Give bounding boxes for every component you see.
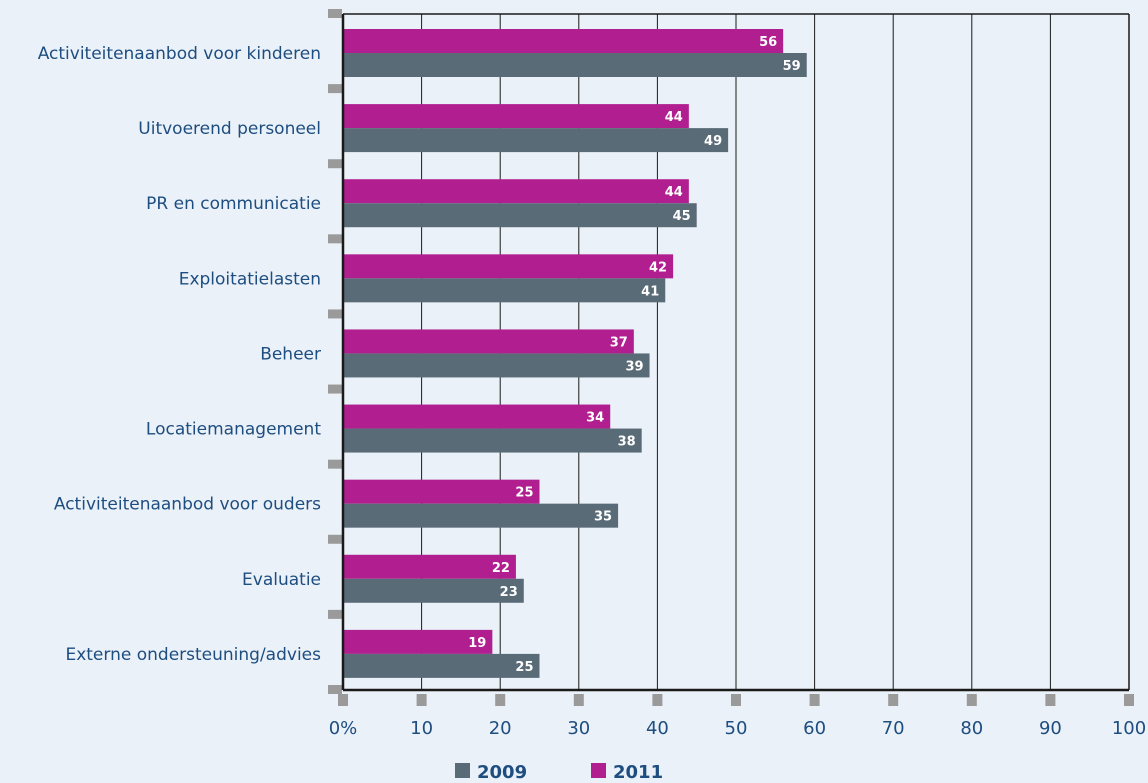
y-tick-mark bbox=[328, 534, 342, 544]
x-tick-mark bbox=[809, 694, 820, 706]
legend-label-2009: 2009 bbox=[477, 762, 527, 783]
x-tick-mark bbox=[888, 694, 899, 706]
legend-swatch-2011 bbox=[591, 763, 606, 778]
category-label: Externe ondersteuning/advies bbox=[65, 645, 321, 665]
bars: 56 59 44 49 44 45 42 41 37 39 34 38 25 35 22 23 19 25 bbox=[343, 29, 807, 678]
x-tick-label: 20 bbox=[489, 718, 512, 739]
bar-value-label: 25 bbox=[515, 486, 533, 501]
x-tick-labels: 0% 10 20 30 40 50 60 70 80 90 100 bbox=[329, 718, 1146, 739]
bar-2009 bbox=[343, 53, 807, 77]
y-tick-mark bbox=[328, 309, 342, 319]
category-label: Uitvoerend personeel bbox=[138, 119, 321, 139]
x-tick-label: 0% bbox=[329, 718, 358, 739]
bar-value-label: 37 bbox=[610, 335, 628, 350]
x-tick-mark bbox=[1124, 694, 1134, 706]
bar-value-label: 25 bbox=[515, 660, 533, 675]
category-label: Activiteitenaanbod voor kinderen bbox=[38, 44, 321, 64]
bar-2009 bbox=[343, 428, 642, 453]
bar-value-label: 38 bbox=[618, 435, 636, 450]
bar-value-label: 34 bbox=[586, 411, 604, 426]
x-tick-mark bbox=[495, 694, 506, 706]
x-tick-mark bbox=[573, 694, 584, 706]
y-tick-mark bbox=[328, 234, 342, 244]
category-label: Evaluatie bbox=[242, 570, 321, 590]
x-tick-mark bbox=[416, 694, 427, 706]
bar-value-label: 56 bbox=[759, 35, 777, 50]
y-tick-mark bbox=[328, 685, 342, 694]
category-labels: Activiteitenaanbod voor kinderen Uitvoere… bbox=[38, 44, 322, 665]
bar-2011 bbox=[343, 479, 540, 504]
x-tick-label: 30 bbox=[567, 718, 590, 739]
bar-2011 bbox=[343, 104, 689, 129]
bar-value-label: 39 bbox=[625, 359, 643, 374]
bar-2011 bbox=[343, 554, 516, 579]
x-tick-label: 80 bbox=[960, 718, 983, 739]
bar-2011 bbox=[343, 404, 611, 429]
bar-value-label: 44 bbox=[665, 185, 683, 200]
bar-value-label: 19 bbox=[468, 636, 486, 651]
bar-2009 bbox=[343, 203, 697, 228]
x-tick-mark bbox=[338, 694, 348, 706]
category-label: Exploitatielasten bbox=[179, 269, 321, 289]
bar-value-label: 44 bbox=[665, 110, 683, 125]
x-tick-mark bbox=[966, 694, 977, 706]
bar-value-label: 23 bbox=[500, 585, 518, 600]
category-label: PR en communicatie bbox=[146, 194, 321, 214]
legend: 2009 2011 bbox=[455, 762, 663, 783]
bar-2011 bbox=[343, 629, 493, 654]
y-tick-mark bbox=[328, 609, 342, 619]
x-tick-label: 50 bbox=[725, 718, 748, 739]
x-tick-mark bbox=[731, 694, 741, 706]
x-tick-label: 60 bbox=[803, 718, 826, 739]
category-label: Beheer bbox=[260, 344, 321, 364]
category-label: Activiteitenaanbod voor ouders bbox=[54, 495, 321, 515]
y-tick-mark bbox=[328, 159, 342, 169]
x-tick-label: 70 bbox=[882, 718, 905, 739]
bar-2011 bbox=[343, 29, 784, 53]
x-tick-mark bbox=[1045, 694, 1056, 706]
bar-2009 bbox=[343, 353, 650, 378]
category-label: Locatiemanagement bbox=[146, 420, 321, 440]
bar-value-label: 35 bbox=[594, 510, 612, 525]
legend-label-2011: 2011 bbox=[613, 762, 663, 783]
y-tick-mark bbox=[328, 384, 342, 394]
bar-2009 bbox=[343, 278, 666, 303]
x-tick-label: 100 bbox=[1112, 718, 1146, 739]
bar-2009 bbox=[343, 503, 619, 528]
axes bbox=[328, 9, 1134, 706]
bar-value-label: 59 bbox=[783, 59, 801, 74]
bar-value-label: 42 bbox=[649, 260, 667, 275]
x-tick-mark bbox=[652, 694, 663, 706]
bar-2009 bbox=[343, 653, 540, 678]
bar-2011 bbox=[343, 254, 674, 279]
bar-value-label: 22 bbox=[492, 561, 510, 576]
bar-value-label: 45 bbox=[673, 209, 691, 224]
y-tick-mark bbox=[328, 9, 342, 18]
x-tick-label: 10 bbox=[410, 718, 433, 739]
bar-2009 bbox=[343, 578, 524, 603]
bar-2011 bbox=[343, 329, 634, 354]
legend-swatch-2009 bbox=[455, 763, 470, 778]
y-tick-mark bbox=[328, 84, 342, 94]
bar-value-label: 41 bbox=[641, 284, 659, 299]
bar-2009 bbox=[343, 128, 729, 153]
bar-value-label: 49 bbox=[704, 134, 722, 149]
x-tick-label: 90 bbox=[1039, 718, 1062, 739]
x-tick-label: 40 bbox=[646, 718, 669, 739]
bar-2011 bbox=[343, 179, 689, 204]
y-tick-mark bbox=[328, 459, 342, 469]
